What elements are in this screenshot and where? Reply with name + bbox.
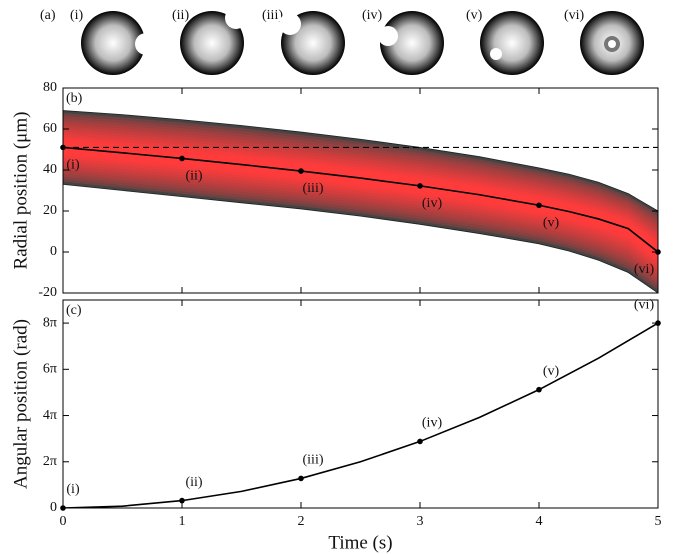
- y-tick-label: 20: [43, 203, 57, 218]
- marker: [417, 183, 423, 189]
- y-axis-label: Radial position (μm): [10, 112, 31, 270]
- marker-label: (i): [66, 482, 80, 497]
- x-tick-label: 4: [536, 514, 543, 529]
- x-tick-label: 0: [60, 514, 67, 529]
- y-tick-label: 60: [43, 121, 57, 136]
- snapshot-label: (ii): [172, 8, 189, 23]
- hole: [490, 48, 502, 60]
- notch: [135, 33, 157, 55]
- marker-label: (iii): [303, 181, 324, 196]
- panel-a: (a) (i) (ii) (iii) (iv) (v) (vi): [40, 7, 644, 75]
- hole: [608, 40, 616, 48]
- plot-content: [63, 110, 658, 293]
- snapshot-label: (vi): [564, 8, 585, 23]
- snapshot: [81, 11, 145, 75]
- y-tick-label: 80: [43, 80, 57, 95]
- marker: [417, 438, 423, 445]
- y-tick-label: 0: [50, 500, 57, 515]
- marker-label: (iv): [422, 196, 443, 211]
- marker: [298, 475, 304, 482]
- marker-label: (iv): [422, 416, 443, 431]
- panel-label: (b): [66, 91, 83, 106]
- panel-label: (a): [40, 8, 56, 23]
- x-axis-label: Time (s): [328, 532, 392, 553]
- marker: [179, 497, 185, 504]
- data-line: [63, 322, 658, 508]
- marker: [298, 168, 304, 174]
- notch: [378, 26, 398, 46]
- y-tick-label: 40: [43, 162, 57, 177]
- snapshot-label: (v): [466, 8, 483, 23]
- marker-label: (v): [543, 364, 560, 379]
- band-edge: [63, 183, 658, 293]
- x-tick-label: 2: [298, 514, 305, 529]
- marker-label: (vi): [634, 262, 655, 277]
- plot-area: [63, 300, 658, 508]
- snapshot-label: (iii): [262, 8, 283, 23]
- snapshot: [180, 11, 244, 75]
- notch: [225, 7, 247, 29]
- x-tick-label: 1: [179, 514, 186, 529]
- marker-label: (vi): [634, 297, 655, 312]
- snapshot: [480, 11, 544, 75]
- snapshot-label: (iv): [362, 8, 383, 23]
- y-tick-label: 4π: [43, 408, 57, 423]
- panel-label: (c): [66, 303, 82, 318]
- y-tick-label: 8π: [43, 315, 57, 330]
- panel: (i) (ii) (iii) (iv) (v) (vi) 0 2π 4π 6π 8π 0 1 2 3 4 5 (c…: [10, 297, 661, 553]
- marker-label: (ii): [185, 169, 202, 184]
- marker-label: (ii): [185, 475, 202, 490]
- marker-label: (i): [66, 158, 80, 173]
- marker: [536, 386, 542, 393]
- frame: [62, 299, 659, 509]
- marker: [536, 202, 542, 209]
- y-tick-label: 0: [50, 244, 57, 259]
- snapshot-label: (i): [70, 8, 84, 23]
- notch: [279, 13, 301, 35]
- panel: (i) (ii) (iii) (iv) (v) (vi) -20 0 20 40 60 80 (b) Ra…: [10, 80, 661, 300]
- x-tick-label: 3: [417, 514, 424, 529]
- plot-content: [63, 322, 658, 508]
- marker-label: (v): [543, 215, 560, 230]
- y-axis-label: Angular position (rad): [10, 319, 31, 489]
- snapshot: [380, 11, 444, 75]
- marker: [179, 155, 185, 162]
- frame: [62, 87, 659, 294]
- y-tick-label: 6π: [43, 362, 57, 377]
- y-tick-label: -20: [38, 285, 57, 300]
- marker-label: (iii): [303, 453, 324, 468]
- y-tick-label: 2π: [43, 454, 57, 469]
- band-edge: [63, 110, 658, 212]
- x-tick-label: 5: [655, 514, 662, 529]
